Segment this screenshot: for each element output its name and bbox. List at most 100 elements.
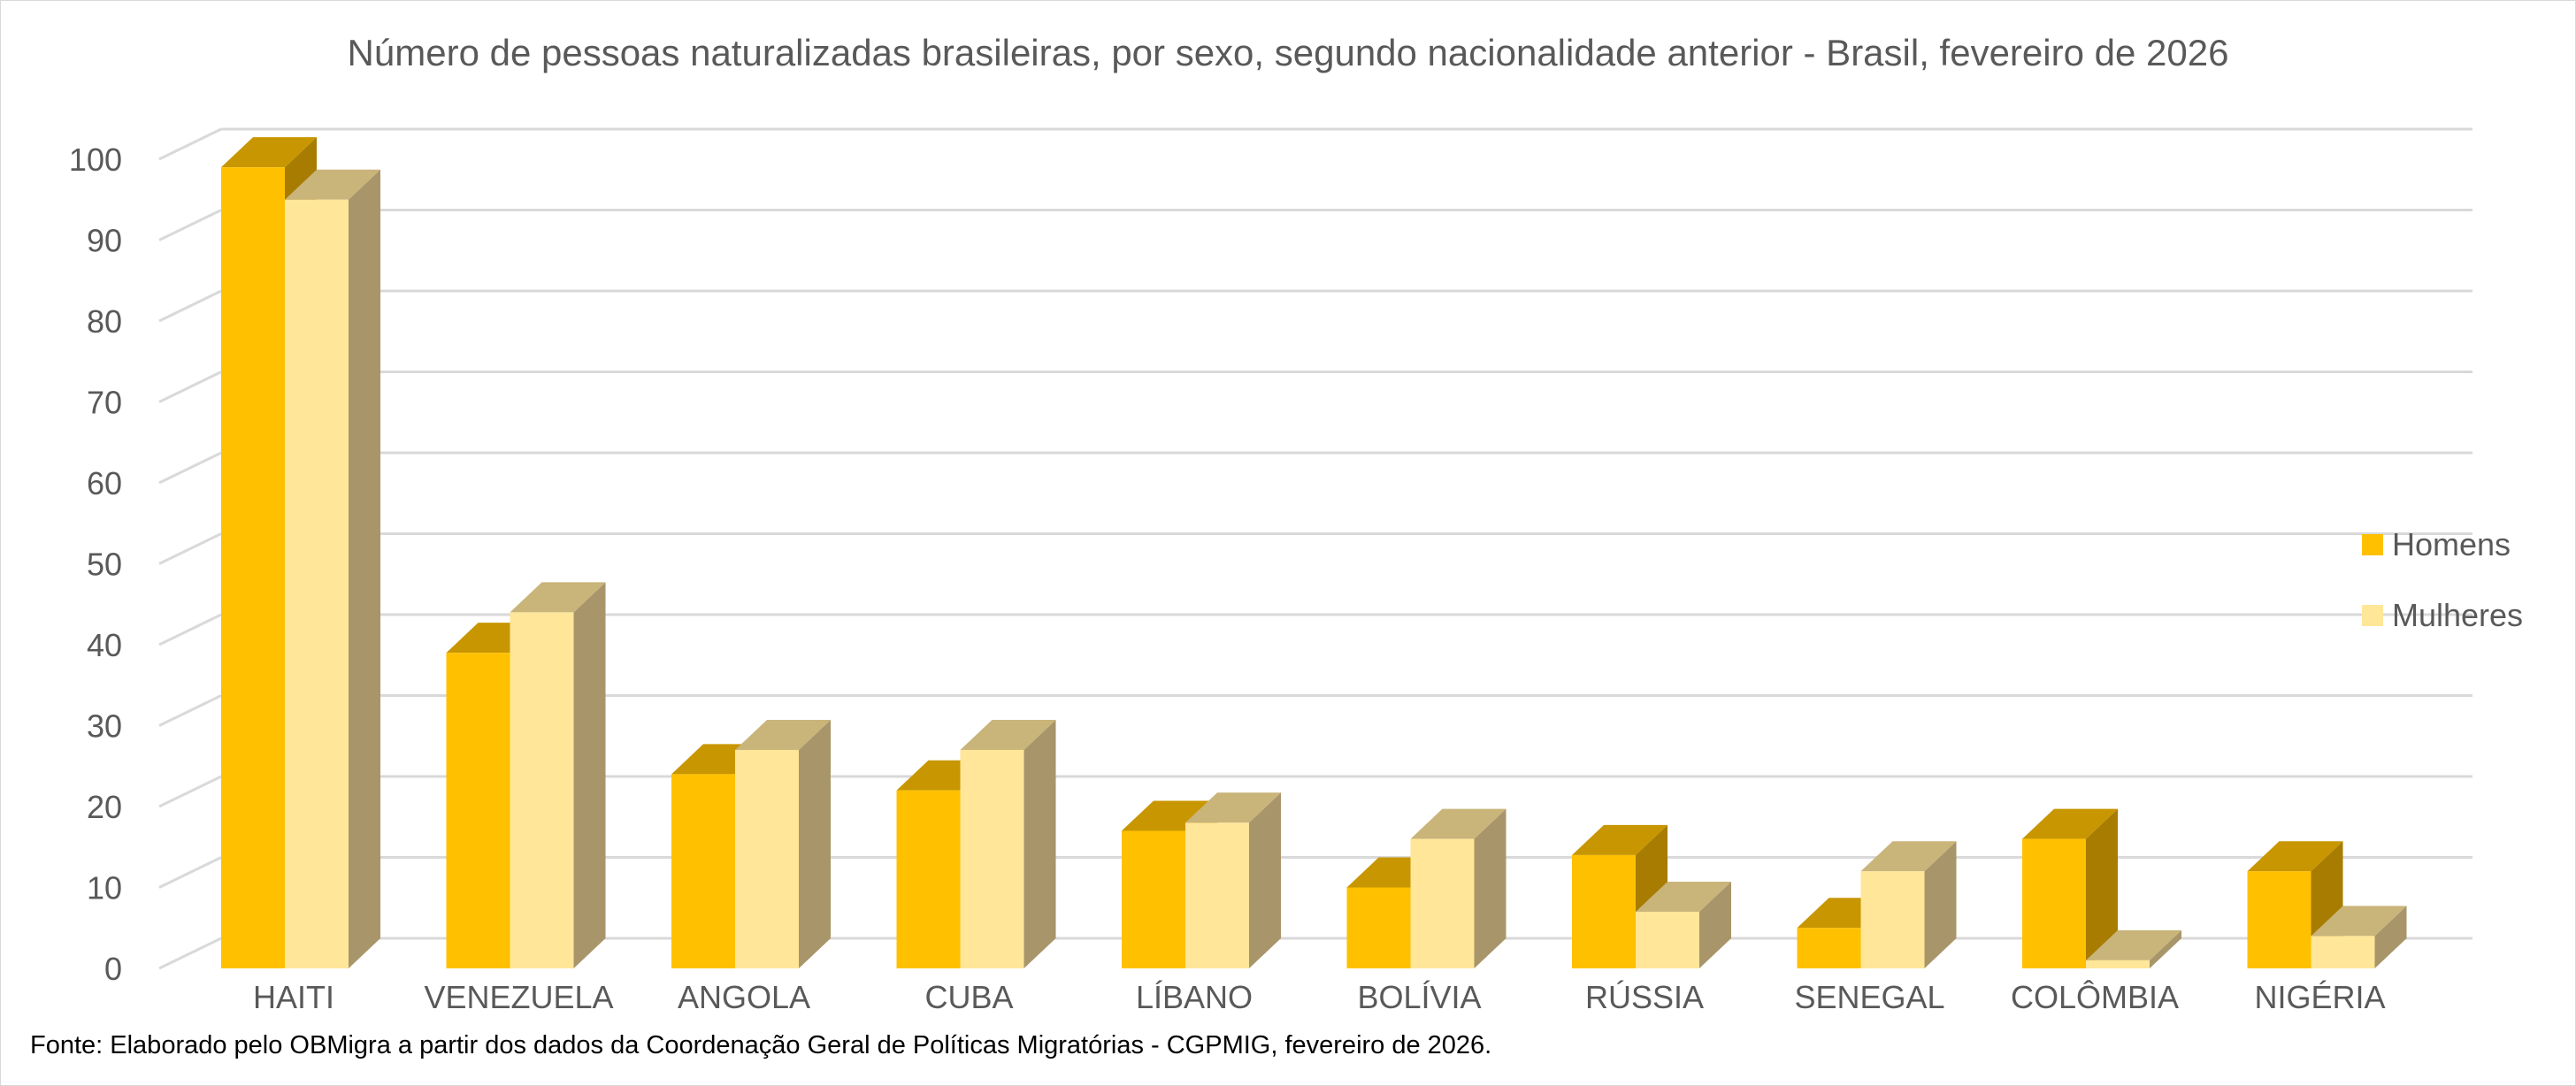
bar-front [896, 790, 961, 968]
legend-swatch-homens [2362, 534, 2383, 555]
bar-haiti-mulheres [285, 169, 380, 968]
bar-senegal-mulheres [1860, 841, 1957, 968]
bar-top [1636, 881, 1731, 912]
bar-top [285, 169, 380, 200]
y-tick-label: 40 [87, 627, 122, 663]
bar-top [2311, 906, 2407, 937]
source-note: Fonte: Elaborado pelo OBMigra a partir d… [30, 1031, 1492, 1059]
bar-front [1122, 830, 1185, 968]
gridline-diag-30 [158, 694, 222, 727]
x-axis-ticks: HAITI VENEZUELA ANGOLA CUBA LÍBANO BOLÍVIA RÚS… [253, 979, 2386, 1015]
bar-top [735, 719, 831, 750]
x-tick-label-4: LÍBANO [1136, 979, 1253, 1015]
gridline-diag-80 [158, 289, 222, 323]
x-tick-label-6: RÚSSIA [1585, 979, 1704, 1015]
gridline-diag-90 [158, 209, 222, 241]
bar-side [1249, 792, 1281, 968]
y-tick-label: 70 [87, 385, 122, 421]
bar-cuba-mulheres [960, 719, 1056, 968]
bar-colômbia-mulheres [2086, 929, 2181, 968]
bar-side [349, 169, 380, 968]
bar-rússia-mulheres [1636, 881, 1731, 968]
y-axis-ticks: 0 10 20 30 40 50 60 70 80 90 100 [69, 141, 122, 987]
bar-front [2311, 936, 2375, 968]
legend-item-mulheres: Mulheres [2362, 597, 2524, 633]
gridline-diag-20 [158, 775, 222, 808]
bar-front [735, 749, 799, 968]
bar-side [573, 582, 606, 968]
bar-angola-mulheres [735, 719, 831, 968]
bar-front [221, 167, 285, 968]
y-tick-label: 50 [87, 547, 122, 583]
bar-side [1474, 808, 1506, 968]
bar-bolívia-mulheres [1410, 808, 1506, 968]
bar-top [1185, 792, 1281, 823]
bar-top [2086, 929, 2181, 960]
x-tick-label-0: HAITI [253, 979, 334, 1015]
bar-top [221, 137, 317, 168]
bar-side [1024, 719, 1056, 968]
bar-layer [221, 137, 2407, 968]
x-tick-label-9: NIGÉRIA [2254, 979, 2385, 1015]
gridline-diag-60 [158, 451, 222, 485]
y-tick-label: 60 [87, 465, 122, 501]
legend-label-homens: Homens [2392, 526, 2511, 562]
gridline-diag-10 [158, 856, 222, 889]
bar-venezuela-mulheres [510, 582, 606, 968]
y-tick-label: 100 [69, 141, 122, 178]
bar-front [671, 774, 735, 968]
bar-side [1924, 841, 1957, 968]
bar-side [2086, 808, 2118, 968]
y-tick-label: 90 [87, 223, 122, 259]
y-tick-label: 80 [87, 303, 122, 340]
bar-líbano-mulheres [1185, 792, 1281, 968]
bar-front [2086, 960, 2150, 968]
bar-front [510, 612, 574, 968]
bar-front [2022, 838, 2086, 968]
bar-front [960, 749, 1024, 968]
bar-front [1636, 911, 1699, 968]
legend: Homens Mulheres [2362, 526, 2524, 669]
bar-top [1860, 841, 1957, 872]
legend-label-mulheres: Mulheres [2392, 597, 2524, 633]
bar-top [960, 719, 1056, 750]
legend-swatch-mulheres [2362, 605, 2383, 626]
x-tick-label-7: SENEGAL [1794, 979, 1944, 1015]
x-tick-label-1: VENEZUELA [424, 979, 613, 1015]
bar-front [1185, 822, 1249, 968]
y-tick-label: 10 [87, 870, 122, 906]
bar-front [1860, 871, 1925, 968]
bar-side [799, 719, 831, 968]
gridline-diag-50 [158, 532, 222, 565]
bar-top [2022, 808, 2118, 839]
gridline-diag-70 [158, 371, 222, 403]
y-tick-label: 0 [104, 951, 122, 987]
bar-front [1572, 854, 1636, 968]
bar-top [1410, 808, 1506, 839]
gridline-diag-40 [158, 613, 222, 646]
bar-top [1572, 824, 1668, 855]
gridline-diag-100 [158, 127, 222, 161]
y-tick-label: 30 [87, 708, 122, 745]
bar-front [2247, 871, 2312, 968]
x-tick-label-3: CUBA [924, 979, 1013, 1015]
bar-top [510, 582, 606, 613]
bar-front [1410, 838, 1475, 968]
bar-front [1797, 928, 1861, 968]
bar-side [1699, 881, 1731, 968]
y-tick-label: 20 [87, 789, 122, 825]
bar-side [2374, 906, 2407, 968]
bar-side [2150, 929, 2181, 968]
bar-front [285, 199, 349, 968]
bar-front [1346, 887, 1411, 968]
gridline-diag-0 [158, 937, 222, 970]
bar-top [2247, 841, 2343, 872]
chart-title: Número de pessoas naturalizadas brasilei… [347, 32, 2229, 73]
legend-item-homens: Homens [2362, 526, 2523, 562]
x-tick-label-5: BOLÍVIA [1357, 979, 1481, 1015]
bar-nigéria-mulheres [2311, 906, 2407, 968]
bar-colômbia-homens [2022, 808, 2118, 968]
x-tick-label-2: ANGOLA [678, 979, 810, 1015]
